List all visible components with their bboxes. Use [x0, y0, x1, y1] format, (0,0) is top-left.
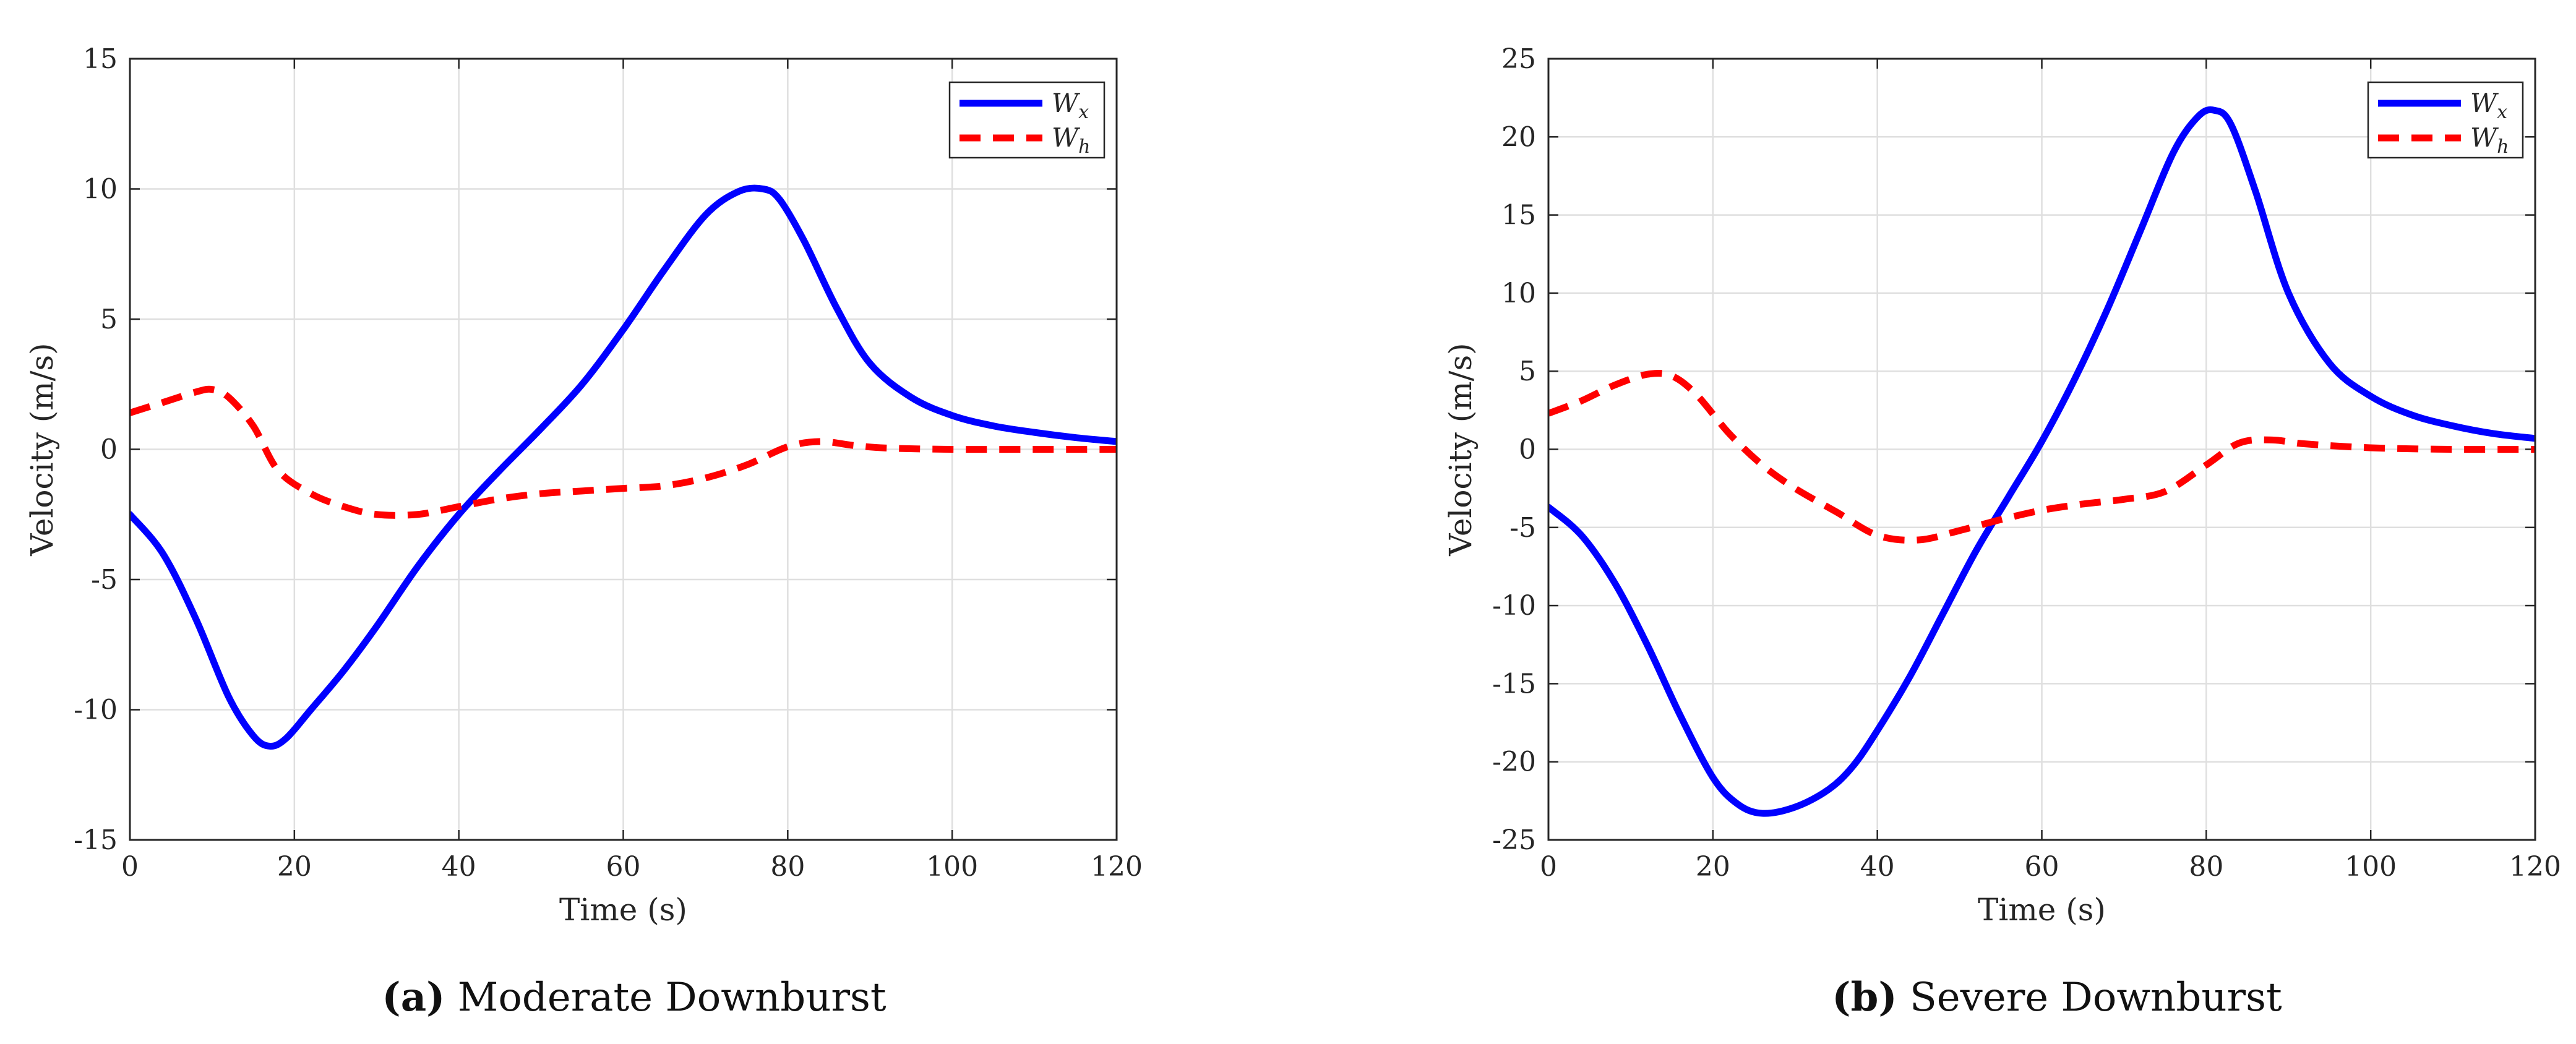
legend-box-b [2367, 81, 2524, 159]
y-tick-label-a: -5 [91, 564, 118, 596]
x-tick-label-b: 20 [1696, 851, 1730, 883]
x-tick-label-b: 100 [2345, 851, 2397, 883]
x-tick-label-b: 60 [2025, 851, 2059, 883]
y-tick-label-b: 25 [1501, 43, 1536, 75]
caption-a: (a) Moderate Downburst [186, 974, 1083, 1020]
series-line-wx-a [130, 184, 1117, 750]
series-line-wh-b [1548, 370, 2535, 544]
legend-label-wh-a: Wh [1052, 122, 1091, 158]
x-tick-label-a: 0 [121, 851, 139, 883]
x-axis-label-a: Time (s) [559, 892, 687, 928]
y-tick-label-b: 15 [1501, 200, 1536, 231]
legend-label-wx-a: Wx [1052, 88, 1089, 123]
x-tick-label-a: 80 [770, 851, 805, 883]
y-tick-label-a: 15 [83, 43, 118, 75]
y-tick-label-b: -15 [1492, 668, 1536, 700]
x-tick-label-b: 0 [1540, 851, 1557, 883]
caption-a-text: Moderate Downburst [445, 975, 887, 1020]
y-tick-label-b: 0 [1519, 434, 1536, 466]
y-tick-label-a: 5 [100, 304, 118, 335]
y-tick-label-b: -25 [1492, 824, 1536, 856]
y-tick-label-b: -20 [1492, 747, 1536, 778]
chart-b: 0 20 40 60 80 100 120 -25 -20 -15 -10 -5 0 5 10 15 20 25 T… [1443, 43, 2561, 928]
y-tick-label-a: 10 [83, 174, 118, 205]
x-tick-label-a: 60 [606, 851, 641, 883]
y-tick-label-b: -5 [1509, 512, 1536, 544]
y-tick-label-b: 20 [1501, 121, 1536, 153]
caption-b: (b) Severe Downburst [1608, 974, 2505, 1020]
series-line-wh-a [130, 385, 1117, 519]
x-tick-label-b: 40 [1860, 851, 1895, 883]
y-axis-label-a: Velocity (m/s) [24, 343, 60, 556]
x-tick-label-a: 100 [926, 851, 978, 883]
caption-b-label: (b) [1832, 974, 1897, 1020]
y-tick-label-b: -10 [1492, 590, 1536, 622]
legend-label-wh-b: Wh [2470, 122, 2509, 158]
y-tick-label-b: 10 [1501, 278, 1536, 309]
chart-a: 0 20 40 60 80 100 120 -15 -10 -5 0 5 10 15 Time (s) Vel… [24, 43, 1143, 928]
x-tick-label-a: 20 [277, 851, 312, 883]
legend-label-wx-b: Wx [2470, 88, 2507, 123]
y-axis-label-b: Velocity (m/s) [1443, 343, 1479, 556]
x-tick-label-a: 120 [1091, 851, 1143, 883]
x-axis-label-b: Time (s) [1978, 892, 2106, 928]
series-line-wx-b [1548, 106, 2535, 817]
axes-box-a [129, 58, 1118, 841]
legend-box-a [948, 81, 1106, 159]
x-tick-label-b: 120 [2509, 851, 2561, 883]
y-tick-label-a: -15 [74, 824, 118, 856]
y-tick-label-a: -10 [74, 695, 118, 726]
axes-box-b [1547, 58, 2536, 841]
caption-b-text: Severe Downburst [1897, 975, 2282, 1020]
y-tick-label-b: 5 [1519, 356, 1536, 387]
caption-a-label: (a) [382, 974, 445, 1020]
x-tick-label-a: 40 [442, 851, 476, 883]
y-tick-label-a: 0 [100, 434, 118, 466]
x-tick-label-b: 80 [2189, 851, 2223, 883]
